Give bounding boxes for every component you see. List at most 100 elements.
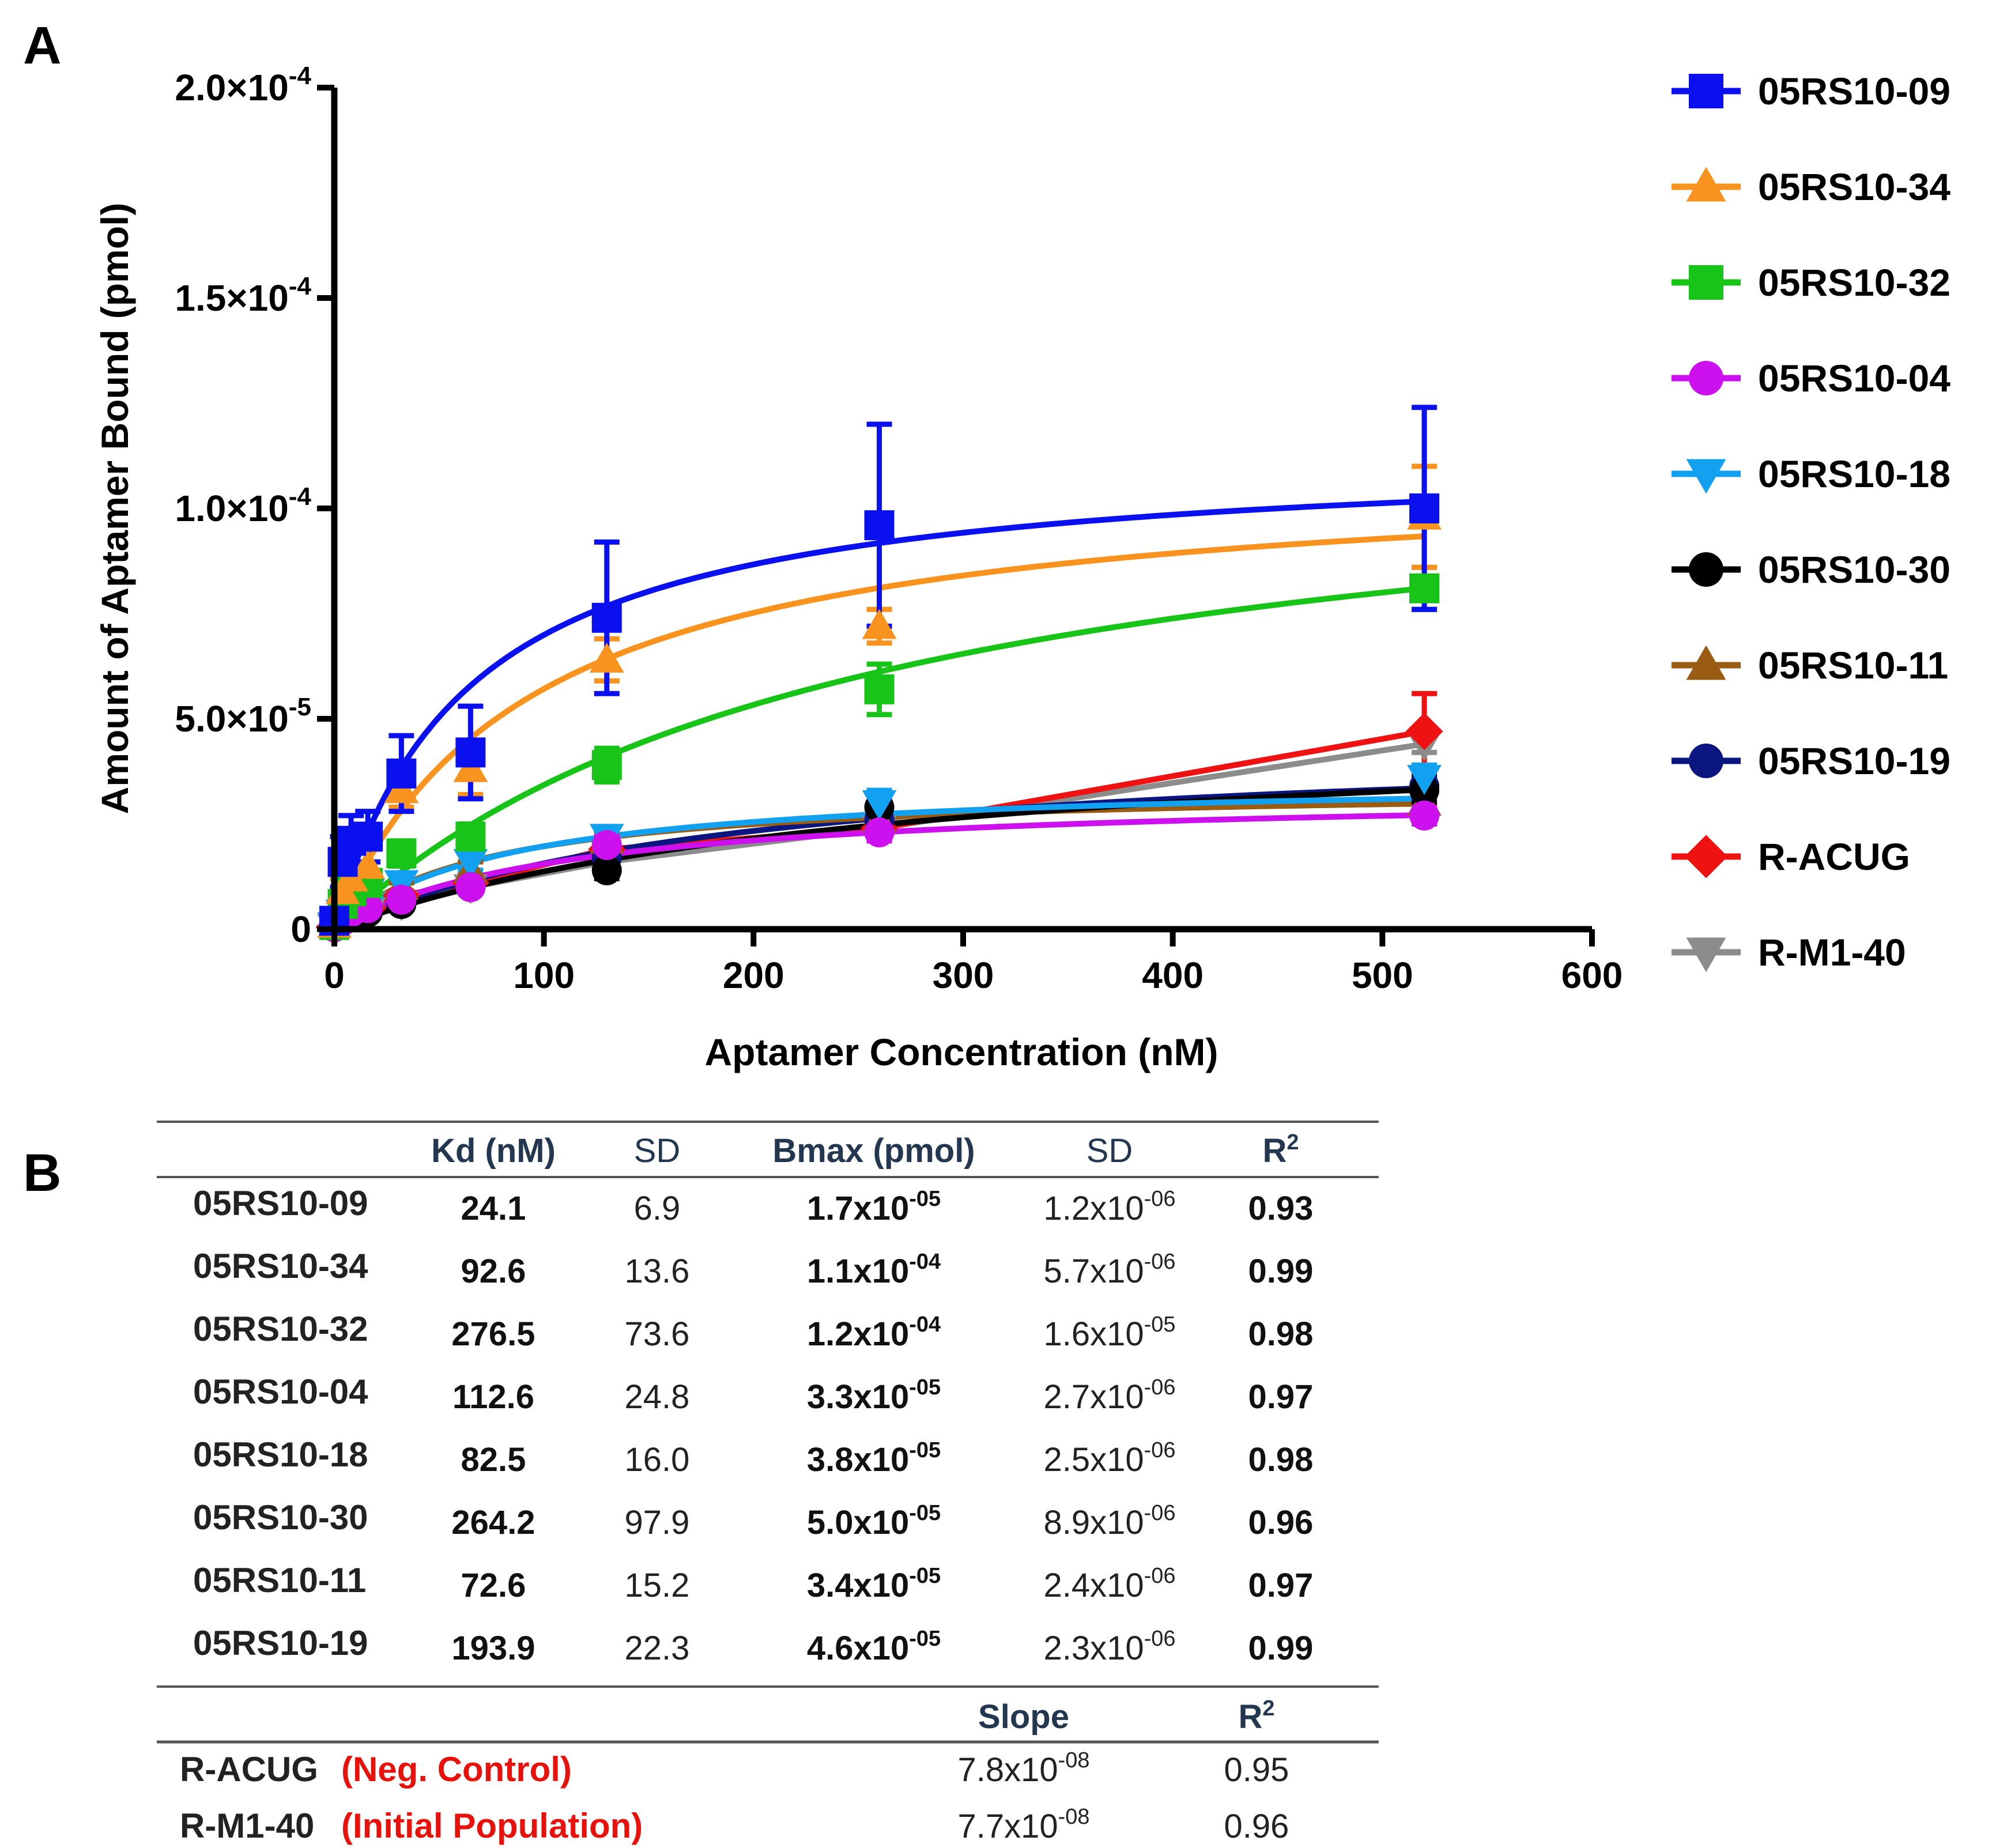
row-bmax-mantissa: 5.0x10 (807, 1504, 909, 1541)
row-kd: 264.2 (451, 1504, 535, 1541)
control-slope-exponent: -08 (1058, 1805, 1090, 1829)
legend-marker-05rs10-09 (1689, 74, 1723, 108)
row-bmax-exponent: -05 (909, 1187, 941, 1211)
x-ticks: 0 100 200 300 400 500 600 (324, 929, 1623, 996)
row-bmax-sd-mantissa: 2.7x10 (1043, 1378, 1144, 1416)
row-bmax-exponent: -04 (909, 1313, 941, 1337)
header-bmax: Bmax (pmol) (772, 1132, 975, 1170)
legend-label-05rs10-32: 05RS10-32 (1758, 261, 1950, 304)
row-name: 05RS10-18 (193, 1435, 368, 1474)
control-name: R-ACUG (180, 1750, 318, 1789)
table-row: 05RS10-09 24.1 6.9 1.7x10-05 1.2x10-06 0.93 (193, 1184, 1313, 1227)
row-bmax-sd-exponent: -06 (1144, 1564, 1176, 1588)
row-r2: 0.98 (1248, 1315, 1314, 1353)
fit-parameter-table: Kd (nM) SD Bmax (pmol) SD R2 05RS10-09 24… (157, 1121, 1379, 1845)
row-bmax-sd-exponent: -06 (1144, 1375, 1176, 1400)
row-kd: 276.5 (451, 1315, 535, 1353)
data-point-05rs10-09 (353, 821, 383, 852)
row-bmax-exponent: -04 (909, 1250, 941, 1274)
row-kd: 24.1 (461, 1190, 526, 1227)
control-rows: R-ACUG (Neg. Control) 7.8x10-08 0.95 R-M1-40… (180, 1748, 1289, 1845)
control-row: R-M1-40 (Initial Population) 7.7x10-08 0.96 (180, 1805, 1289, 1845)
header-slope: Slope (978, 1698, 1069, 1736)
row-name: 05RS10-09 (193, 1184, 368, 1223)
row-r2: 0.97 (1248, 1378, 1314, 1416)
legend-marker-05rs10-04 (1689, 361, 1723, 395)
row-bmax-sd-exponent: -05 (1144, 1313, 1176, 1337)
row-name: 05RS10-04 (193, 1372, 368, 1411)
data-point-05rs10-32 (1409, 573, 1440, 604)
y-tick-exponent: -4 (289, 62, 312, 90)
row-r2: 0.96 (1248, 1504, 1314, 1541)
y-tick-label: 5.0×10-5 (175, 693, 311, 740)
row-bmax: 4.6x10-05 (807, 1627, 941, 1667)
legend: 05RS10-09 05RS10-34 05RS10-32 05RS10-04 05RS… (1672, 70, 1950, 974)
header-r2: R2 (1262, 1130, 1299, 1170)
row-bmax-mantissa: 1.1x10 (807, 1253, 909, 1290)
data-point-05rs10-18 (1407, 765, 1442, 795)
data-point-r-acug (1405, 712, 1443, 750)
row-bmax-sd: 1.2x10-06 (1043, 1187, 1175, 1227)
row-kd-sd: 6.9 (634, 1190, 681, 1227)
row-kd-sd: 22.3 (625, 1630, 690, 1667)
row-bmax: 3.8x10-05 (807, 1438, 941, 1479)
y-tick-mantissa: 5.0×10 (175, 698, 289, 740)
data-point-05rs10-04 (386, 884, 417, 915)
row-bmax-mantissa: 4.6x10 (807, 1630, 909, 1667)
y-tick-label: 2.0×10-4 (175, 62, 311, 108)
row-bmax-mantissa: 1.7x10 (807, 1190, 909, 1227)
y-ticks: 05.0×10-51.0×10-41.5×10-42.0×10-4 (175, 62, 334, 950)
data-point-05rs10-32 (455, 821, 486, 852)
row-kd: 82.5 (461, 1441, 526, 1479)
row-bmax-exponent: -05 (909, 1501, 941, 1525)
row-bmax-sd-mantissa: 2.5x10 (1043, 1441, 1144, 1479)
row-bmax: 3.3x10-05 (807, 1375, 941, 1416)
table-row: 05RS10-04 112.6 24.8 3.3x10-05 2.7x10-06 0.97 (193, 1372, 1313, 1416)
row-name: 05RS10-11 (193, 1561, 366, 1600)
legend-marker-05rs10-11 (1686, 645, 1726, 680)
header-control-r2: R2 (1238, 1696, 1274, 1736)
row-bmax-sd-exponent: -06 (1144, 1501, 1176, 1525)
control-note: (Initial Population) (341, 1806, 643, 1845)
row-bmax: 5.0x10-05 (807, 1501, 941, 1541)
row-r2: 0.99 (1248, 1630, 1314, 1667)
table-row: 05RS10-11 72.6 15.2 3.4x10-05 2.4x10-06 0.97 (193, 1561, 1313, 1604)
control-r2: 0.95 (1224, 1751, 1289, 1789)
row-bmax-mantissa: 1.2x10 (807, 1315, 909, 1353)
legend-marker-r-m1-40 (1686, 937, 1726, 972)
legend-label-r-m1-40: R-M1-40 (1758, 931, 1906, 974)
x-axis-title: Aptamer Concentration (nM) (705, 1031, 1218, 1073)
row-bmax-mantissa: 3.3x10 (807, 1378, 909, 1416)
row-bmax-sd-mantissa: 8.9x10 (1043, 1504, 1144, 1541)
row-bmax-sd: 5.7x10-06 (1043, 1250, 1175, 1290)
row-bmax-sd: 1.6x10-05 (1043, 1313, 1175, 1353)
row-r2: 0.98 (1248, 1441, 1314, 1479)
row-r2: 0.93 (1248, 1190, 1314, 1227)
row-name: 05RS10-19 (193, 1624, 368, 1662)
row-name: 05RS10-32 (193, 1310, 368, 1348)
table-row: 05RS10-32 276.5 73.6 1.2x10-04 1.6x10-05 0.98 (193, 1310, 1313, 1353)
data-point-05rs10-32 (864, 674, 895, 704)
row-bmax-sd: 2.5x10-06 (1043, 1438, 1175, 1479)
row-r2: 0.99 (1248, 1253, 1314, 1290)
x-tick-label: 0 (324, 955, 345, 996)
binding-chart: 05.0×10-51.0×10-41.5×10-42.0×10-4 0 100 20… (93, 62, 1950, 1073)
header-r2-r: R (1262, 1132, 1286, 1170)
row-bmax-exponent: -05 (909, 1375, 941, 1400)
control-slope-exponent: -08 (1058, 1748, 1090, 1772)
data-point-05rs10-34 (589, 642, 624, 673)
y-axis-title: Amount of Aptamer Bound (pmol) (93, 203, 136, 814)
row-bmax-sd-mantissa: 5.7x10 (1043, 1253, 1144, 1290)
y-tick-mantissa: 0 (290, 908, 311, 950)
legend-marker-05rs10-30 (1689, 552, 1723, 587)
row-bmax-exponent: -05 (909, 1564, 941, 1588)
legend-marker-05rs10-18 (1686, 459, 1726, 494)
row-name: 05RS10-30 (193, 1498, 368, 1537)
row-name: 05RS10-34 (193, 1247, 368, 1285)
row-bmax-sd-exponent: -06 (1144, 1627, 1176, 1651)
control-r2: 0.96 (1224, 1808, 1289, 1845)
control-name: R-M1-40 (180, 1806, 314, 1845)
row-bmax-sd-mantissa: 1.6x10 (1043, 1315, 1144, 1353)
legend-marker-r-acug (1684, 835, 1728, 878)
table-rows: 05RS10-09 24.1 6.9 1.7x10-05 1.2x10-06 0.9305… (193, 1184, 1313, 1667)
